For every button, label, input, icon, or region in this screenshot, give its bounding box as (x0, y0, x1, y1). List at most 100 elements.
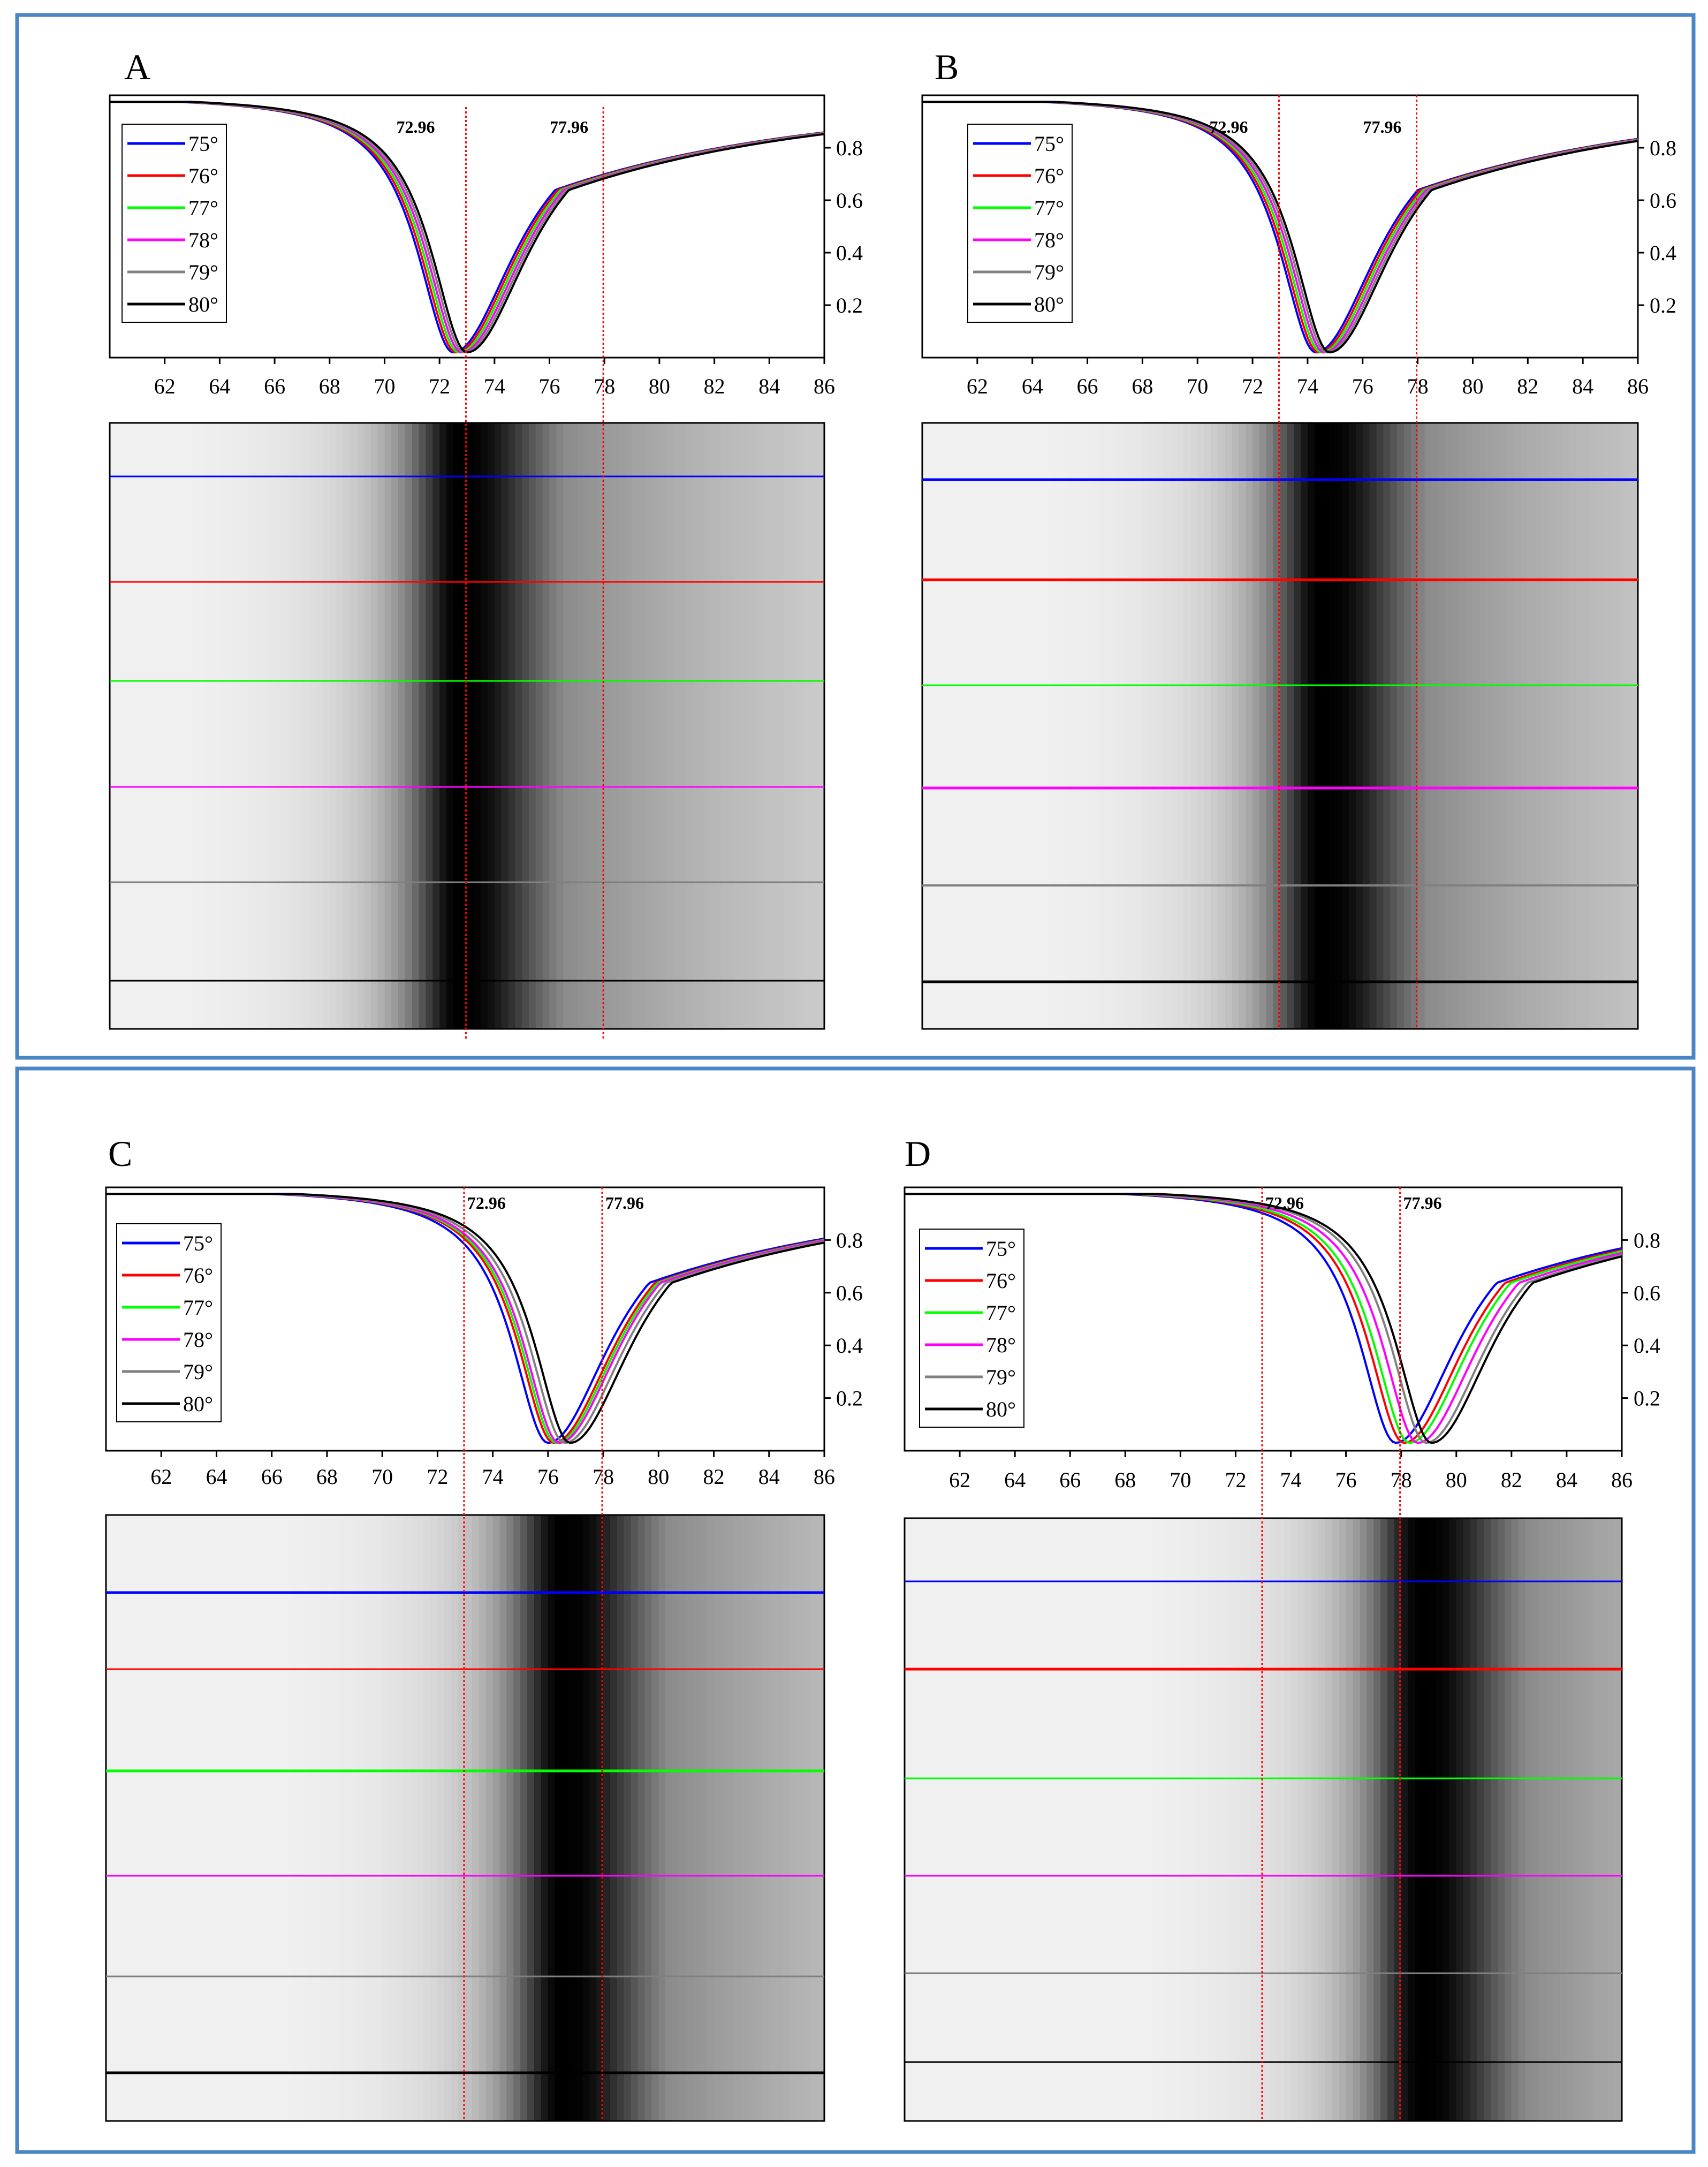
x-tick-label: 66 (264, 374, 285, 398)
legend-label-77: 77° (986, 1301, 1016, 1325)
intensity-column (1624, 423, 1631, 1029)
intensity-column (1415, 1518, 1423, 2121)
intensity-column (1339, 1518, 1347, 2121)
intensity-column (1053, 423, 1060, 1029)
intensity-column (1608, 1518, 1615, 2121)
intensity-column (137, 423, 145, 1029)
panel-label-a: A (124, 47, 150, 87)
intensity-column (1417, 423, 1425, 1029)
intensity-column (412, 423, 420, 1029)
intensity-column (209, 1515, 217, 2121)
intensity-column (932, 1518, 940, 2121)
x-tick-label: 84 (1556, 1468, 1577, 1492)
intensity-column (918, 1518, 926, 2121)
intensity-column (268, 423, 275, 1029)
intensity-column (254, 423, 262, 1029)
intensity-column (796, 423, 804, 1029)
intensity-column (1369, 423, 1377, 1029)
panel-c: 62 64 66 68 70 72 74 76 78 80 82 84 86 0.2 0.4 0.6 0.8 75… (105, 1186, 863, 2122)
intensity-column (1601, 1518, 1608, 2121)
intensity-column (175, 1515, 183, 2121)
intensity-column (309, 423, 316, 1029)
intensity-column (1208, 1518, 1216, 2121)
intensity-column (1139, 1518, 1147, 2121)
intensity-column (1548, 423, 1556, 1029)
x-tick-label: 82 (1501, 1468, 1522, 1492)
intensity-column (646, 423, 653, 1029)
intensity-column (1525, 1518, 1533, 2121)
intensity-column (405, 423, 413, 1029)
y-tick-label: 0.4 (1650, 241, 1676, 265)
intensity-column (233, 423, 241, 1029)
intensity-column (223, 1515, 231, 2121)
legend-label-75: 75° (188, 132, 218, 156)
intensity-column (244, 1515, 252, 2121)
intensity-column (1163, 423, 1171, 1029)
intensity-column (247, 423, 255, 1029)
intensity-column (1280, 423, 1288, 1029)
intensity-column (1362, 423, 1370, 1029)
x-tick-label: 86 (814, 1465, 835, 1489)
intensity-column (192, 423, 200, 1029)
image-frame (921, 422, 1639, 1030)
intensity-column (168, 1515, 176, 2121)
intensity-column (652, 423, 660, 1029)
intensity-column (1505, 1518, 1512, 2121)
intensity-column (686, 1515, 694, 2121)
marker-label: 72.96 (467, 1193, 506, 1213)
intensity-column (333, 1515, 341, 2121)
intensity-column (212, 423, 221, 1029)
x-tick-label: 74 (1297, 374, 1318, 398)
intensity-column (382, 1515, 390, 2121)
intensity-column (1067, 423, 1074, 1029)
x-tick-label: 62 (967, 374, 988, 398)
intensity-column (1249, 1518, 1257, 2121)
intensity-column (618, 423, 626, 1029)
intensity-column (171, 423, 179, 1029)
intensity-column (727, 1515, 735, 2121)
intensity-column (1297, 1518, 1305, 2121)
series-line-80 (110, 101, 825, 354)
x-tick-label: 84 (758, 1465, 780, 1489)
intensity-column (1431, 423, 1439, 1029)
intensity-column (226, 423, 234, 1029)
x-tick-label: 70 (1187, 374, 1208, 398)
intensity-column (472, 1515, 480, 2121)
intensity-column (929, 423, 937, 1029)
y-tick-label: 0.8 (836, 1228, 863, 1252)
legend-label-80: 80° (1034, 292, 1064, 316)
intensity-column (527, 1515, 535, 2121)
intensity-column (644, 1515, 652, 2121)
intensity-column (1397, 423, 1405, 1029)
intensity-image (922, 423, 1638, 1029)
intensity-column (575, 1515, 583, 2121)
x-tick-label: 66 (1077, 374, 1098, 398)
intensity-column (1128, 423, 1136, 1029)
intensity-column (1121, 423, 1129, 1029)
intensity-column (354, 1515, 362, 2121)
intensity-column (1477, 1518, 1485, 2121)
intensity-column (1012, 423, 1019, 1029)
intensity-column (1187, 1518, 1195, 2121)
intensity-column (957, 423, 964, 1029)
intensity-column (316, 423, 323, 1029)
intensity-column (790, 423, 798, 1029)
intensity-column (987, 1518, 995, 2121)
intensity-column (556, 423, 564, 1029)
intensity-column (1301, 423, 1308, 1029)
intensity-column (529, 423, 536, 1029)
legend-label-79: 79° (183, 1360, 213, 1384)
intensity-column (154, 1515, 162, 2121)
intensity-column (1218, 423, 1226, 1029)
intensity-column (967, 1518, 974, 2121)
intensity-column (1535, 423, 1542, 1029)
intensity-column (1546, 1518, 1553, 2121)
intensity-column (810, 423, 818, 1029)
legend-label-76: 76° (986, 1269, 1016, 1293)
intensity-column (637, 1515, 646, 2121)
intensity-column (515, 423, 522, 1029)
intensity-column (1539, 1518, 1547, 2121)
intensity-column (776, 1515, 784, 2121)
intensity-column (1221, 1518, 1229, 2121)
intensity-column (936, 423, 944, 1029)
